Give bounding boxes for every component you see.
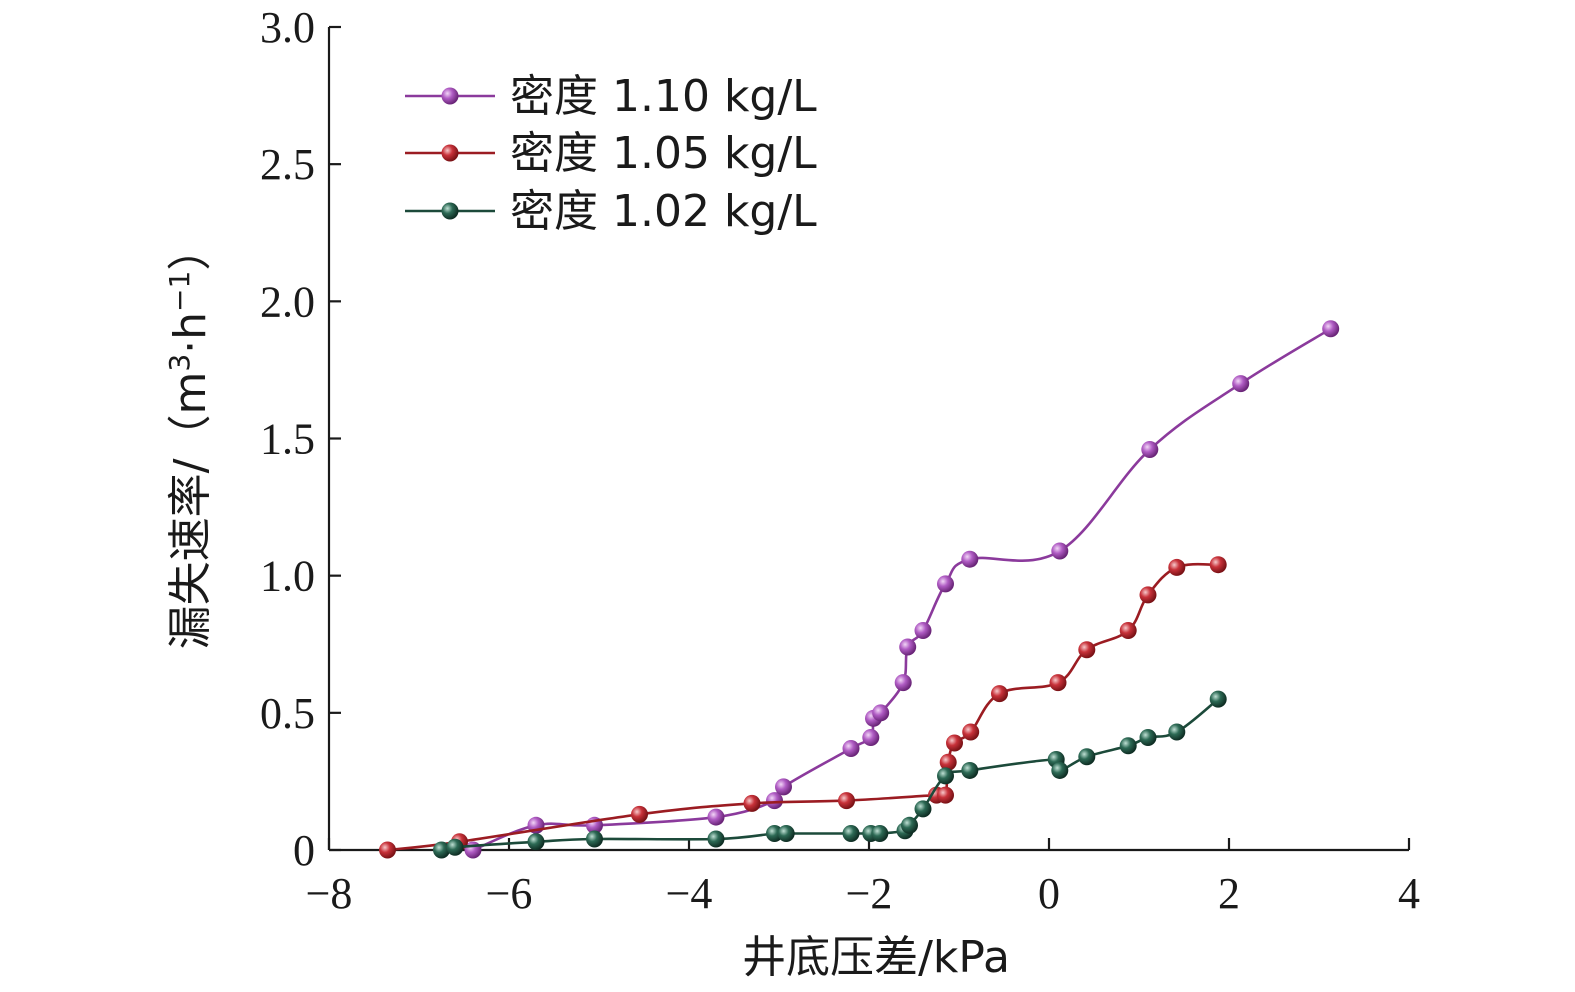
legend-marker xyxy=(441,144,459,162)
data-point xyxy=(901,816,918,834)
data-point xyxy=(842,739,860,757)
data-point xyxy=(766,792,783,810)
axes: −8 −6 −4 −2 0 2 4 0 0.5 1.0 1.5 2.0 2.5 3.0 xyxy=(260,3,1420,918)
data-point xyxy=(1119,622,1137,640)
data-point xyxy=(961,550,979,568)
x-tick-label: −4 xyxy=(666,869,713,918)
data-point xyxy=(991,685,1008,703)
data-point xyxy=(1078,748,1096,766)
legend-marker xyxy=(441,202,459,220)
data-point xyxy=(1322,320,1340,338)
y-tick-label: 1.0 xyxy=(260,552,315,601)
data-point xyxy=(433,841,450,859)
data-point xyxy=(527,833,545,851)
x-tick-label: 2 xyxy=(1218,869,1240,918)
data-point xyxy=(766,825,783,843)
y-tick-label: 2.0 xyxy=(260,277,315,326)
legend-label: 密度 1.05 kg/L xyxy=(510,128,817,179)
data-point xyxy=(1141,440,1159,458)
legend-label: 密度 1.02 kg/L xyxy=(510,186,817,237)
y-axis-title: 漏失速率/（m3·h−1） xyxy=(163,227,216,650)
data-point xyxy=(871,825,889,843)
data-point xyxy=(842,825,860,843)
data-point xyxy=(1168,558,1186,576)
data-point xyxy=(1051,542,1069,560)
x-tick-label: −2 xyxy=(846,869,893,918)
series-line xyxy=(387,562,1219,852)
data-point xyxy=(1049,674,1067,692)
x-tick-label: −6 xyxy=(486,869,533,918)
data-point xyxy=(1139,586,1157,604)
data-point xyxy=(937,786,954,804)
data-point xyxy=(899,638,917,656)
data-point xyxy=(1209,690,1227,708)
y-axis-title-end: ） xyxy=(165,227,216,271)
data-point xyxy=(631,805,648,823)
data-point xyxy=(1168,723,1186,741)
legend-label: 密度 1.10 kg/L xyxy=(510,71,817,122)
series-layer xyxy=(379,320,1340,859)
legend-item: 密度 1.02 kg/L xyxy=(405,186,817,237)
y-tick-label: 0.5 xyxy=(260,689,315,738)
series-1 xyxy=(379,556,1227,859)
y-axis-title-mid: ·h xyxy=(165,312,216,354)
legend-marker xyxy=(441,87,459,105)
data-point xyxy=(1119,737,1137,755)
y-tick-label: 3.0 xyxy=(260,3,315,52)
data-point xyxy=(777,825,795,843)
x-ticks: −8 −6 −4 −2 0 2 4 xyxy=(306,838,1420,918)
y-axis-title-sup1: 3 xyxy=(163,354,196,372)
legend: 密度 1.10 kg/L 密度 1.05 kg/L 密度 1.02 kg/L xyxy=(405,71,817,237)
data-point xyxy=(862,729,880,747)
data-point xyxy=(914,622,932,640)
data-point xyxy=(775,778,792,796)
x-tick-label: 4 xyxy=(1398,869,1420,918)
x-tick-label: −8 xyxy=(306,869,353,918)
data-point xyxy=(914,800,932,818)
data-point xyxy=(961,761,979,779)
x-tick-label: 0 xyxy=(1038,869,1060,918)
data-point xyxy=(707,808,725,826)
y-axis-title-main: 漏失速率/（m xyxy=(165,372,216,650)
x-axis-title: 井底压差/kPa xyxy=(742,932,1010,983)
data-point xyxy=(838,792,855,810)
y-tick-label: 1.5 xyxy=(260,415,315,464)
data-point xyxy=(872,704,890,722)
series-2 xyxy=(433,690,1227,859)
data-point xyxy=(1209,556,1227,574)
data-point xyxy=(446,838,464,856)
legend-item: 密度 1.10 kg/L xyxy=(405,71,817,122)
data-point xyxy=(1078,641,1096,659)
data-point xyxy=(939,753,957,771)
legend-item: 密度 1.05 kg/L xyxy=(405,128,817,179)
data-point xyxy=(894,674,912,692)
data-point xyxy=(937,767,954,785)
y-tick-label: 2.5 xyxy=(260,140,315,189)
data-point xyxy=(946,734,963,752)
data-point xyxy=(962,723,980,741)
y-tick-label: 0 xyxy=(293,826,315,875)
series-0 xyxy=(464,320,1340,859)
data-point xyxy=(937,575,954,593)
data-point xyxy=(1051,761,1069,779)
data-point xyxy=(379,841,396,859)
data-point xyxy=(1232,375,1250,393)
data-point xyxy=(743,794,761,812)
y-axis-title-sup2: −1 xyxy=(163,271,196,312)
y-ticks: 0 0.5 1.0 1.5 2.0 2.5 3.0 xyxy=(260,3,341,875)
data-point xyxy=(1139,729,1157,747)
data-point xyxy=(707,830,725,848)
data-point xyxy=(586,830,603,848)
series-line xyxy=(472,327,1332,852)
